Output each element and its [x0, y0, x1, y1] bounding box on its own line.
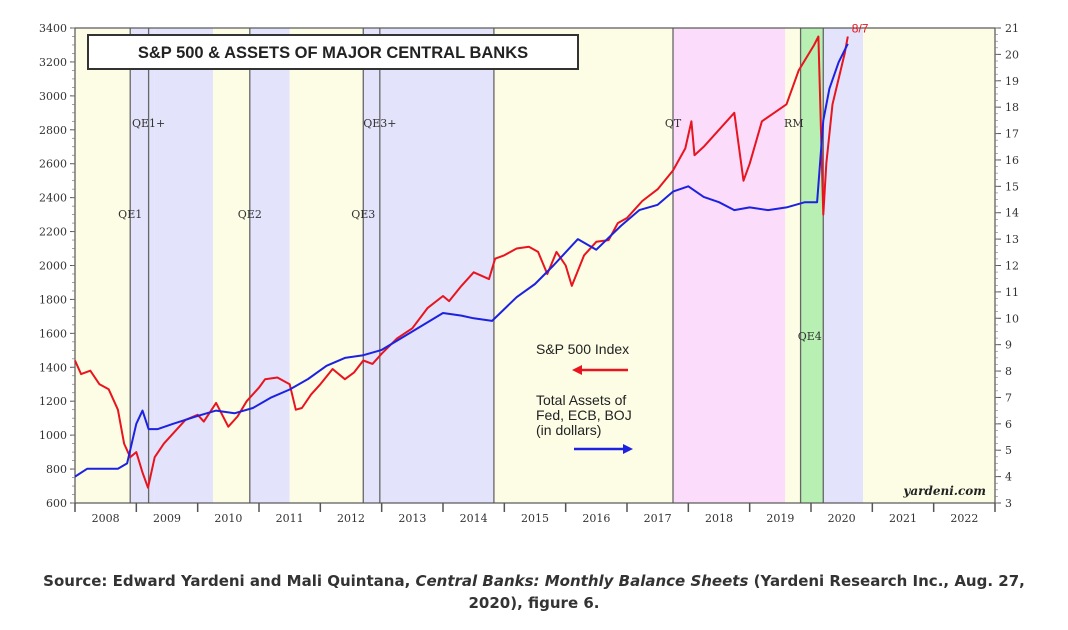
period-label: QE2 [238, 208, 262, 221]
x-tick-label: 2019 [766, 512, 794, 525]
right-tick-label: 17 [1005, 128, 1019, 141]
left-tick-label: 3200 [39, 56, 67, 69]
right-tick-label: 6 [1005, 418, 1012, 431]
x-tick-label: 2022 [950, 512, 978, 525]
caption-prefix: Source: Edward Yardeni and Mali Quintana… [43, 572, 416, 590]
legend-assets-label: (in dollars) [536, 422, 601, 438]
caption-suffix: (Yardeni Research Inc., Aug. 27, 2020), … [468, 572, 1025, 612]
left-tick-label: 1000 [39, 429, 67, 442]
left-tick-label: 1800 [39, 293, 67, 306]
period-label: QT [665, 117, 682, 130]
x-tick-label: 2021 [889, 512, 917, 525]
period-band [785, 28, 801, 503]
period-label: QE3 [351, 208, 375, 221]
period-band [493, 28, 673, 503]
figure-caption: Source: Edward Yardeni and Mali Quintana… [20, 570, 1048, 614]
period-band [823, 28, 864, 503]
period-label: QE1 [118, 208, 142, 221]
x-tick-label: 2012 [337, 512, 365, 525]
right-tick-label: 12 [1005, 260, 1019, 273]
left-tick-label: 1600 [39, 327, 67, 340]
right-tick-label: 18 [1005, 101, 1019, 114]
x-tick-label: 2011 [276, 512, 304, 525]
right-tick-label: 13 [1005, 233, 1019, 246]
period-band [363, 28, 380, 503]
period-label: QE4 [798, 330, 822, 343]
period-band [154, 28, 213, 503]
x-tick-label: 2013 [398, 512, 426, 525]
watermark: yardeni.com [902, 484, 986, 498]
x-tick-label: 2010 [214, 512, 242, 525]
right-tick-label: 14 [1005, 207, 1019, 220]
right-tick-label: 21 [1005, 22, 1019, 35]
legend-assets-arrow-head [623, 444, 633, 454]
right-tick-label: 5 [1005, 444, 1012, 457]
left-tick-label: 2200 [39, 226, 67, 239]
right-tick-label: 15 [1005, 180, 1019, 193]
left-tick-label: 600 [46, 497, 67, 510]
period-band [249, 28, 290, 503]
title-box [87, 34, 579, 70]
period-band [673, 28, 786, 503]
period-band [379, 28, 494, 503]
end-date-annotation: 8/7 [852, 21, 869, 35]
period-band [213, 28, 250, 503]
left-tick-label: 2800 [39, 124, 67, 137]
assets-line [74, 43, 849, 478]
right-tick-label: 16 [1005, 154, 1019, 167]
x-tick-label: 2008 [92, 512, 120, 525]
left-tick-label: 2400 [39, 192, 67, 205]
x-tick-label: 2014 [460, 512, 488, 525]
left-tick-label: 2000 [39, 260, 67, 273]
x-tick-label: 2017 [644, 512, 672, 525]
left-tick-label: 2600 [39, 158, 67, 171]
left-tick-label: 800 [46, 463, 67, 476]
legend-assets-label: Fed, ECB, BOJ [536, 407, 632, 423]
right-tick-label: 7 [1005, 391, 1012, 404]
left-tick-label: 1400 [39, 361, 67, 374]
right-tick-label: 3 [1005, 497, 1012, 510]
right-tick-label: 4 [1005, 471, 1012, 484]
period-label: QE3+ [363, 117, 396, 130]
left-tick-label: 1200 [39, 395, 67, 408]
legend-sp500-arrow-head [572, 365, 582, 375]
legend-sp500-label: S&P 500 Index [536, 341, 629, 357]
sp500-line [74, 35, 849, 489]
right-tick-label: 11 [1005, 286, 1019, 299]
period-band [863, 28, 995, 503]
x-tick-label: 2016 [582, 512, 610, 525]
right-tick-label: 8 [1005, 365, 1012, 378]
left-tick-label: 3400 [39, 22, 67, 35]
period-band [130, 28, 155, 503]
x-tick-label: 2018 [705, 512, 733, 525]
x-tick-label: 2020 [828, 512, 856, 525]
period-band [800, 28, 824, 503]
x-tick-label: 2015 [521, 512, 549, 525]
chart-title: S&P 500 & ASSETS OF MAJOR CENTRAL BANKS [138, 44, 528, 62]
right-tick-label: 10 [1005, 312, 1019, 325]
chart-figure: QE1 QE1+ QE2 QE3 QE3+ QT RM QE4 600 800 1000 1200 14… [39, 21, 1019, 525]
period-band [289, 28, 364, 503]
legend-assets-label: Total Assets of [536, 392, 626, 408]
right-tick-label: 20 [1005, 48, 1019, 61]
period-label: RM [784, 117, 804, 130]
caption-title: Central Banks: Monthly Balance Sheets [415, 572, 749, 590]
chart-svg: QE1 QE1+ QE2 QE3 QE3+ QT RM QE4 600 800 1000 1200 14… [39, 21, 1019, 525]
x-tick-label: 2009 [153, 512, 181, 525]
right-tick-label: 19 [1005, 75, 1019, 88]
left-tick-label: 3000 [39, 90, 67, 103]
period-label: QE1+ [132, 117, 165, 130]
right-tick-label: 9 [1005, 339, 1012, 352]
